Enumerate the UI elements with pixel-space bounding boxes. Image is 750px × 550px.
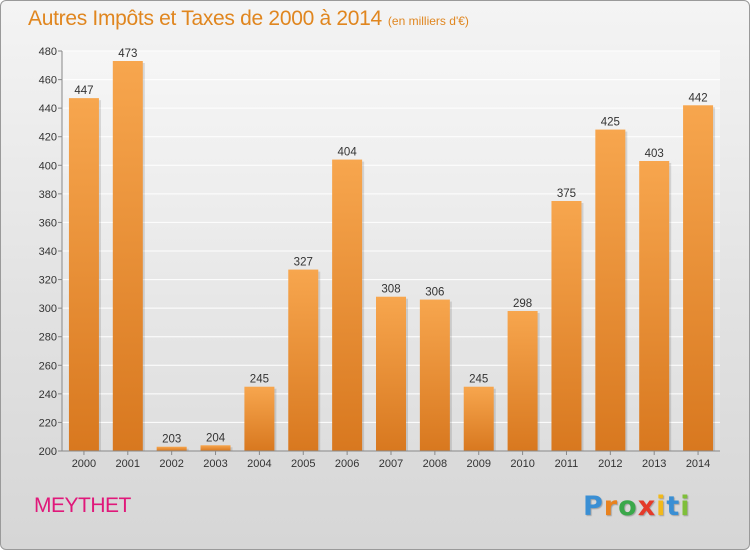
logo-letter: P (583, 491, 604, 522)
y-tick-label: 460 (39, 75, 57, 87)
data-label: 308 (381, 284, 400, 296)
x-tick-label: 2011 (555, 458, 579, 470)
bar (463, 386, 494, 451)
chart-title: Autres Impôts et Taxes de 2000 à 2014 (en… (28, 7, 469, 31)
data-label: 403 (645, 148, 664, 160)
bar (156, 446, 187, 451)
bar (507, 311, 538, 451)
x-tick-label: 2010 (510, 458, 534, 470)
y-tick-label: 200 (39, 446, 57, 458)
data-label: 245 (469, 374, 488, 386)
x-tick-label: 2000 (72, 458, 96, 470)
bar (288, 269, 319, 451)
data-label: 245 (250, 374, 269, 386)
data-label: 306 (425, 287, 444, 299)
logo-letter: i (680, 491, 691, 522)
bar (639, 161, 670, 451)
y-tick-label: 280 (39, 332, 57, 344)
y-tick-label: 300 (39, 303, 57, 315)
data-labels: 447 473 203 204 245 327 404 308 306 245 298 375 425 4… (74, 48, 707, 446)
data-label: 425 (601, 117, 620, 129)
y-tick-label: 400 (39, 160, 57, 172)
place-name: MEYTHET (34, 494, 131, 517)
bar (419, 299, 450, 451)
y-axis: 200 220 240 260 280 300 320 340 360 380 400 420 440 4… (39, 46, 63, 458)
y-tick-label: 420 (39, 132, 57, 144)
x-tick-label: 2003 (203, 458, 227, 470)
data-label: 204 (206, 432, 226, 444)
x-tick-label: 2006 (335, 458, 359, 470)
bar (376, 296, 406, 451)
bar (68, 98, 99, 452)
bar (244, 386, 275, 451)
bar (200, 445, 231, 451)
bar (595, 129, 626, 452)
logo-letter: i (656, 491, 667, 522)
y-tick-label: 440 (39, 103, 57, 115)
y-tick-label: 380 (39, 189, 57, 201)
x-tick-label: 2009 (466, 458, 490, 470)
x-tick-label: 2008 (423, 458, 447, 470)
x-tick-label: 2013 (642, 458, 666, 470)
data-label: 327 (294, 257, 313, 269)
logo-letter: o (618, 491, 638, 522)
data-label: 473 (118, 48, 137, 60)
x-tick-label: 2005 (291, 458, 315, 470)
y-tick-label: 320 (39, 275, 57, 287)
data-label: 375 (557, 188, 576, 200)
y-tick-label: 260 (39, 360, 57, 372)
x-tick-label: 2014 (686, 458, 710, 470)
bar (332, 159, 363, 452)
data-label: 404 (338, 147, 358, 159)
x-tick-label: 2002 (159, 458, 183, 470)
data-label: 203 (162, 434, 181, 446)
data-label: 442 (688, 92, 707, 104)
y-tick-label: 340 (39, 246, 57, 258)
proxiti-logo[interactable]: Proxiti (583, 491, 691, 522)
chart-unit: (en milliers d'€) (387, 14, 469, 28)
data-label: 447 (74, 85, 93, 97)
logo-letter: x (637, 491, 657, 522)
y-tick-label: 480 (39, 46, 57, 58)
bar (683, 105, 714, 452)
y-tick-label: 220 (39, 417, 57, 429)
x-tick-label: 2007 (379, 458, 403, 470)
x-tick-label: 2001 (116, 458, 140, 470)
logo-letter: t (666, 491, 681, 522)
bar (112, 61, 143, 451)
bars (68, 61, 716, 452)
bar (551, 201, 582, 451)
x-tick-label: 2004 (247, 458, 271, 470)
logo-letter: r (603, 491, 619, 522)
y-tick-label: 240 (39, 389, 57, 401)
x-tick-label: 2012 (598, 458, 622, 470)
x-axis: 2000 2001 2002 2003 2004 2005 2006 2007 2008 2009… (62, 450, 720, 470)
data-label: 298 (513, 298, 532, 310)
chart-title-text: Autres Impôts et Taxes de 2000 à 2014 (28, 7, 382, 30)
y-tick-label: 360 (39, 217, 57, 229)
